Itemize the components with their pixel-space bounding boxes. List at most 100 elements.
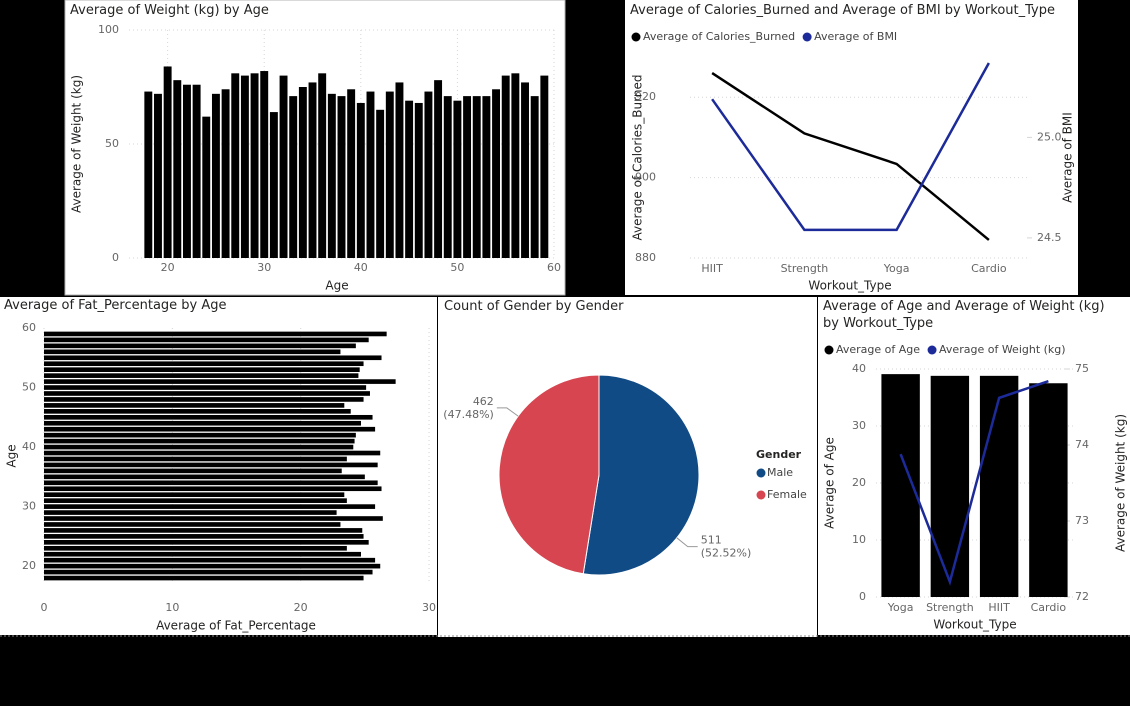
bar bbox=[492, 89, 501, 258]
chart-title: Average of Weight (kg) by Age bbox=[70, 3, 269, 18]
bar bbox=[289, 96, 298, 259]
bar bbox=[472, 96, 481, 259]
legend-label: Male bbox=[767, 466, 793, 479]
chart-title: Average of Calories_Burned and Average o… bbox=[630, 3, 1055, 18]
x-tick-label: 20 bbox=[161, 261, 175, 274]
bar bbox=[211, 93, 220, 258]
bar bbox=[44, 563, 381, 569]
bar bbox=[501, 75, 510, 258]
bar bbox=[308, 82, 317, 258]
bar bbox=[163, 66, 172, 258]
chart-title: Count of Gender by Gender bbox=[444, 299, 624, 314]
legend-swatch bbox=[927, 345, 937, 355]
bar bbox=[540, 75, 549, 258]
chart-title: Average of Age and Average of Weight (kg… bbox=[823, 299, 1105, 331]
bar bbox=[424, 91, 433, 258]
chart-title: Average of Fat_Percentage by Age bbox=[4, 298, 227, 313]
bar bbox=[250, 73, 259, 258]
y2-tick-label: 73 bbox=[1075, 514, 1089, 527]
bar bbox=[44, 456, 347, 462]
legend-label: Female bbox=[767, 488, 807, 501]
y-axis-title: Average of Weight (kg) bbox=[70, 75, 84, 213]
y-tick-label: 50 bbox=[105, 137, 119, 150]
bar bbox=[44, 349, 341, 355]
bar bbox=[376, 109, 385, 258]
bar bbox=[405, 100, 414, 259]
bar bbox=[44, 575, 364, 581]
bar bbox=[44, 480, 378, 486]
bar bbox=[231, 73, 240, 258]
bar bbox=[44, 343, 356, 349]
bar bbox=[44, 468, 342, 474]
x-tick-label: 60 bbox=[547, 261, 561, 274]
leader-line bbox=[496, 407, 519, 417]
bar bbox=[463, 96, 472, 259]
bar bbox=[366, 91, 375, 258]
y-axis-title: Average of Age bbox=[823, 437, 837, 529]
y-tick-label: 900 bbox=[635, 171, 656, 184]
x-tick-label: 0 bbox=[41, 601, 48, 614]
bar bbox=[173, 80, 182, 258]
bar bbox=[44, 409, 351, 414]
bar bbox=[530, 96, 539, 259]
x-axis-title: Age bbox=[325, 279, 348, 293]
y-tick-label: 880 bbox=[635, 251, 656, 264]
legend-swatch bbox=[756, 468, 766, 478]
bar bbox=[44, 379, 396, 384]
bar bbox=[521, 82, 529, 258]
bar bbox=[414, 102, 423, 259]
y-tick-label: 100 bbox=[98, 23, 119, 36]
x-tick-label: Cardio bbox=[971, 262, 1007, 275]
legend-swatch bbox=[631, 32, 641, 42]
legend-swatch bbox=[802, 32, 812, 42]
x-tick-label: 50 bbox=[450, 261, 464, 274]
bar bbox=[44, 432, 356, 438]
bar bbox=[44, 385, 367, 390]
bar bbox=[395, 82, 404, 258]
bar bbox=[44, 414, 373, 420]
pie-slice bbox=[498, 374, 600, 575]
bar bbox=[327, 93, 336, 258]
bar bbox=[434, 80, 443, 258]
bar bbox=[44, 373, 359, 378]
bar bbox=[1029, 383, 1068, 597]
line bbox=[711, 62, 990, 232]
bar bbox=[44, 504, 376, 509]
leader-line bbox=[676, 537, 698, 548]
bar bbox=[44, 545, 347, 551]
bar bbox=[44, 540, 369, 545]
bar bbox=[182, 84, 191, 258]
x-tick-label: Yoga bbox=[883, 262, 910, 275]
y-tick-label: 20 bbox=[22, 559, 36, 572]
y-tick-label: 10 bbox=[852, 533, 866, 546]
data-label: 511 bbox=[701, 534, 722, 547]
bar bbox=[318, 73, 327, 258]
pie-slice bbox=[582, 374, 700, 576]
x-tick-label: 30 bbox=[422, 601, 436, 614]
data-label: 462 bbox=[473, 395, 494, 408]
y2-tick-label: 24.5 bbox=[1037, 231, 1062, 244]
y-tick-label: 0 bbox=[859, 590, 866, 603]
y2-tick-label: 75 bbox=[1075, 362, 1089, 375]
y-tick-label: 30 bbox=[852, 419, 866, 432]
bar bbox=[44, 534, 364, 539]
x-axis-title: Average of Fat_Percentage bbox=[156, 619, 316, 633]
line bbox=[711, 72, 990, 241]
bar bbox=[279, 75, 288, 258]
bar bbox=[154, 93, 162, 258]
bar bbox=[44, 498, 347, 503]
y2-tick-label: 25.0 bbox=[1037, 130, 1062, 143]
panel bbox=[625, 0, 1078, 295]
x-tick-label: HIIT bbox=[701, 262, 723, 275]
line bbox=[899, 379, 1049, 586]
y-tick-label: 30 bbox=[22, 500, 36, 513]
x-tick-label: HIIT bbox=[988, 601, 1010, 614]
y2-tick-label: 74 bbox=[1075, 438, 1089, 451]
bar bbox=[44, 444, 354, 450]
x-tick-label: 40 bbox=[354, 261, 368, 274]
bar bbox=[44, 486, 382, 492]
bar bbox=[44, 426, 376, 432]
bar bbox=[44, 420, 361, 426]
